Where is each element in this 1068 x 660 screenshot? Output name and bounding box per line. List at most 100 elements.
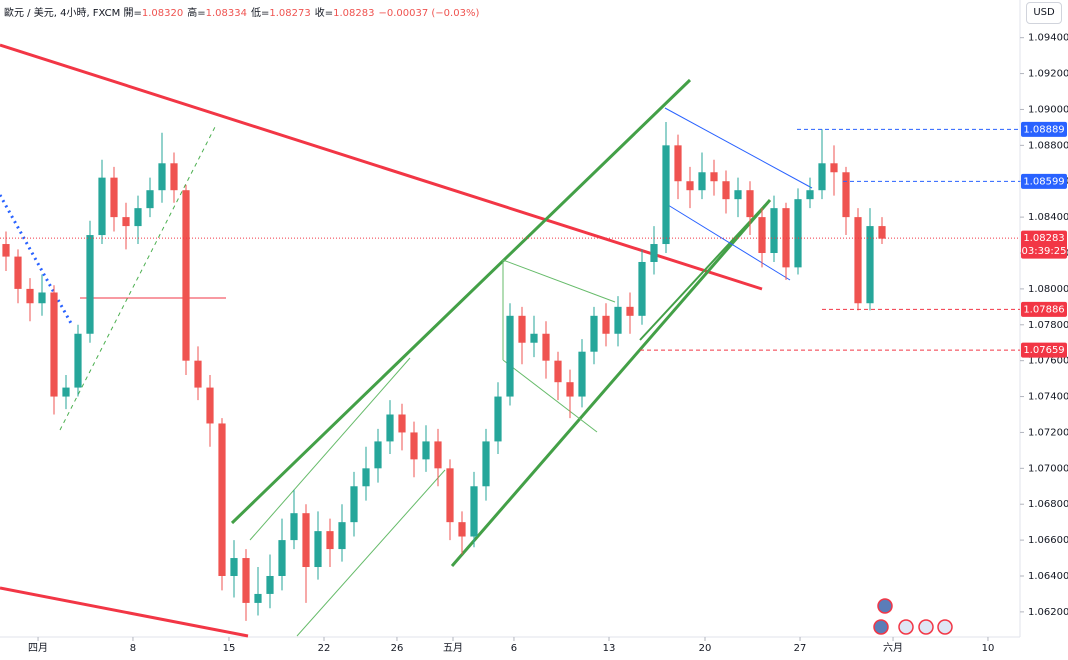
symbol: 歐元 / 美元, 4小時, FXCM — [4, 8, 121, 19]
candle-body — [710, 172, 718, 182]
candle-body — [374, 441, 382, 469]
x-tick-label: 四月 — [28, 642, 48, 654]
candle-body — [14, 256, 22, 289]
candle-body — [590, 315, 598, 352]
candle-body — [398, 414, 406, 433]
y-tick-label: 1.06400 — [1028, 571, 1068, 582]
header-key: 收= — [314, 8, 334, 19]
candle-body — [842, 172, 850, 218]
channel-line — [667, 204, 791, 281]
candle-body — [578, 351, 586, 397]
candle-body — [26, 288, 34, 304]
symbol-header: 歐元 / 美元, 4小時, FXCM 開=1.08320 高=1.08334 低=1… — [4, 4, 483, 19]
candle-body — [338, 522, 346, 550]
candle-body — [110, 177, 118, 218]
event-icons — [873, 598, 953, 635]
price-tag — [1021, 121, 1067, 137]
x-tick-label: 27 — [794, 643, 807, 654]
candle-body — [494, 396, 502, 442]
candle-body — [674, 145, 682, 182]
header-value: 1.08320 — [141, 8, 184, 19]
candle-body — [254, 593, 262, 603]
candle-body — [314, 531, 322, 568]
event-icon[interactable] — [898, 619, 914, 635]
header-value: 1.08283 — [333, 8, 375, 19]
y-tick-label: 1.06200 — [1028, 607, 1068, 618]
candle-body — [650, 244, 658, 262]
candle-body — [74, 333, 82, 388]
price-tag — [1021, 173, 1067, 189]
x-tick-label: 五月 — [443, 642, 463, 654]
candle-body — [422, 441, 430, 460]
drawings — [0, 43, 813, 638]
event-icon[interactable] — [918, 619, 934, 635]
y-tick-label: 1.06600 — [1028, 535, 1068, 546]
price-tag — [1021, 230, 1067, 259]
y-tick-label: 1.09000 — [1028, 104, 1068, 115]
candle-body — [98, 177, 106, 236]
candle-body — [722, 181, 730, 200]
event-icon[interactable] — [873, 619, 889, 635]
candle-body — [86, 235, 94, 334]
y-tick-label: 1.07600 — [1028, 356, 1068, 367]
trendline — [0, 43, 763, 291]
channel-line — [639, 204, 766, 341]
y-tick-label: 1.08800 — [1028, 140, 1068, 151]
candle-body — [686, 181, 694, 191]
candle-body — [62, 387, 70, 397]
trendline — [296, 469, 446, 637]
x-tick-label: 六月 — [883, 642, 903, 654]
candle-body — [278, 540, 286, 576]
candle-body — [734, 190, 742, 200]
y-tick-label: 1.07400 — [1028, 392, 1068, 403]
currency-button[interactable]: USD — [1026, 2, 1062, 24]
candle-body — [878, 226, 886, 239]
trendline — [249, 357, 411, 541]
candle-body — [446, 468, 454, 523]
event-icon[interactable] — [877, 598, 893, 614]
candle-body — [410, 432, 418, 460]
header-value: 1.08334 — [205, 8, 247, 19]
candle-body — [206, 387, 214, 424]
candle-body — [542, 333, 550, 361]
y-tick-label: 1.08000 — [1028, 284, 1068, 295]
candle-body — [302, 513, 310, 568]
x-tick-label: 20 — [699, 643, 712, 654]
candle-body — [362, 468, 370, 487]
price-tag — [1021, 301, 1067, 317]
price-tag — [1021, 342, 1067, 358]
trendline — [502, 359, 598, 433]
y-tick-label: 1.07800 — [1028, 320, 1068, 331]
candle-body — [134, 208, 142, 227]
candle-body — [170, 163, 178, 191]
candle-body — [2, 244, 10, 257]
header-key: 低= — [250, 8, 270, 19]
price-tag-label: 1.08889 — [1023, 124, 1064, 135]
x-tick-label: 8 — [130, 643, 136, 654]
y-tick-label: 1.09400 — [1028, 33, 1068, 44]
candle-body — [626, 306, 634, 316]
channel-line — [230, 78, 692, 525]
event-icon[interactable] — [937, 619, 953, 635]
x-tick-label: 15 — [223, 643, 236, 654]
countdown: 03:39:25 — [1022, 246, 1067, 257]
candle-body — [122, 217, 130, 227]
candle-body — [38, 292, 46, 304]
channel-line — [450, 199, 772, 567]
y-tick-label: 1.07000 — [1028, 463, 1068, 474]
y-tick-label: 1.09200 — [1028, 69, 1068, 80]
price-tag-label: 1.08283 — [1023, 233, 1064, 244]
change: −0.00037 (−0.03%) — [378, 8, 480, 19]
candle-body — [470, 486, 478, 537]
candle-body — [386, 414, 394, 442]
trendline — [502, 259, 616, 303]
candle-body — [794, 199, 802, 268]
x-tick-label: 10 — [982, 643, 995, 654]
candle-body — [758, 217, 766, 254]
channel-line — [664, 107, 813, 189]
candle-body — [290, 513, 298, 541]
candle-body — [458, 522, 466, 537]
y-tick-label: 1.08400 — [1028, 212, 1068, 223]
